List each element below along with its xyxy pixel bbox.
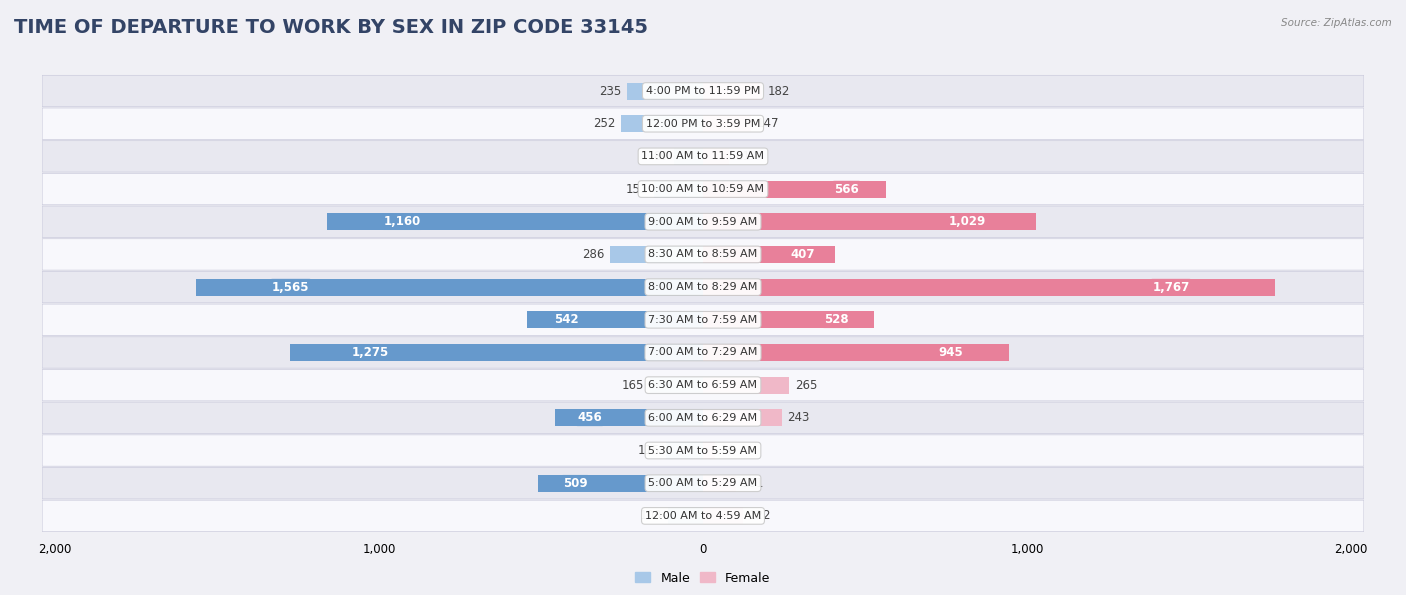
Bar: [703, 246, 835, 263]
Text: 407: 407: [790, 248, 815, 261]
Text: 9:00 AM to 9:59 AM: 9:00 AM to 9:59 AM: [648, 217, 758, 227]
Text: 1,029: 1,029: [949, 215, 987, 228]
Bar: [703, 115, 751, 132]
FancyBboxPatch shape: [42, 468, 1364, 499]
Legend: Male, Female: Male, Female: [630, 566, 776, 590]
FancyBboxPatch shape: [42, 304, 1364, 336]
Text: TIME OF DEPARTURE TO WORK BY SEX IN ZIP CODE 33145: TIME OF DEPARTURE TO WORK BY SEX IN ZIP …: [14, 18, 648, 37]
Text: 5:30 AM to 5:59 AM: 5:30 AM to 5:59 AM: [648, 446, 758, 456]
Bar: [650, 377, 703, 394]
Bar: [621, 115, 703, 132]
Bar: [703, 213, 1036, 230]
FancyBboxPatch shape: [42, 173, 1364, 205]
Text: 528: 528: [824, 314, 848, 326]
Bar: [328, 213, 703, 230]
Text: 235: 235: [599, 84, 621, 98]
Text: 6:30 AM to 6:59 AM: 6:30 AM to 6:59 AM: [648, 380, 758, 390]
Text: 6:00 AM to 6:29 AM: 6:00 AM to 6:29 AM: [648, 413, 758, 423]
Bar: [703, 344, 1010, 361]
Bar: [654, 180, 703, 198]
Bar: [195, 278, 703, 296]
Bar: [703, 180, 886, 198]
Text: 945: 945: [938, 346, 963, 359]
Bar: [666, 442, 703, 459]
Bar: [555, 409, 703, 427]
Text: 1,275: 1,275: [352, 346, 389, 359]
Text: Source: ZipAtlas.com: Source: ZipAtlas.com: [1281, 18, 1392, 28]
Text: 456: 456: [578, 411, 602, 424]
Text: 5:00 AM to 5:29 AM: 5:00 AM to 5:29 AM: [648, 478, 758, 488]
FancyBboxPatch shape: [42, 206, 1364, 237]
Text: 122: 122: [748, 509, 770, 522]
Text: 542: 542: [554, 314, 578, 326]
Text: 108: 108: [640, 509, 662, 522]
Text: 11:00 AM to 11:59 AM: 11:00 AM to 11:59 AM: [641, 151, 765, 161]
FancyBboxPatch shape: [42, 369, 1364, 401]
Bar: [703, 442, 714, 459]
Bar: [703, 377, 789, 394]
Text: 147: 147: [756, 117, 779, 130]
FancyBboxPatch shape: [42, 435, 1364, 466]
FancyBboxPatch shape: [42, 140, 1364, 172]
Bar: [703, 148, 730, 165]
Bar: [703, 311, 875, 328]
Text: 182: 182: [768, 84, 790, 98]
FancyBboxPatch shape: [42, 108, 1364, 139]
Text: 81: 81: [735, 150, 749, 163]
Text: 286: 286: [582, 248, 605, 261]
Text: 509: 509: [562, 477, 588, 490]
FancyBboxPatch shape: [42, 239, 1364, 270]
Text: 566: 566: [834, 183, 859, 196]
Text: 36: 36: [720, 444, 735, 457]
Text: 151: 151: [626, 183, 648, 196]
Text: 1,767: 1,767: [1153, 281, 1189, 293]
Text: 12:00 AM to 4:59 AM: 12:00 AM to 4:59 AM: [645, 511, 761, 521]
Text: 115: 115: [637, 444, 659, 457]
Text: 8:00 AM to 8:29 AM: 8:00 AM to 8:29 AM: [648, 282, 758, 292]
Bar: [703, 83, 762, 99]
Bar: [668, 508, 703, 524]
Text: 1,565: 1,565: [273, 281, 309, 293]
FancyBboxPatch shape: [42, 500, 1364, 531]
FancyBboxPatch shape: [42, 337, 1364, 368]
Text: 1,160: 1,160: [384, 215, 420, 228]
Bar: [627, 83, 703, 99]
Bar: [703, 278, 1275, 296]
Bar: [610, 246, 703, 263]
Text: 165: 165: [621, 378, 644, 392]
Text: 4:00 PM to 11:59 PM: 4:00 PM to 11:59 PM: [645, 86, 761, 96]
Text: 10:00 AM to 10:59 AM: 10:00 AM to 10:59 AM: [641, 184, 765, 194]
FancyBboxPatch shape: [42, 76, 1364, 107]
Text: 243: 243: [787, 411, 810, 424]
Text: 252: 252: [593, 117, 616, 130]
Text: 7:30 AM to 7:59 AM: 7:30 AM to 7:59 AM: [648, 315, 758, 325]
Text: 8:30 AM to 8:59 AM: 8:30 AM to 8:59 AM: [648, 249, 758, 259]
Text: 101: 101: [741, 477, 763, 490]
Bar: [703, 475, 735, 491]
Bar: [703, 508, 742, 524]
Text: 7:00 AM to 7:29 AM: 7:00 AM to 7:29 AM: [648, 347, 758, 358]
FancyBboxPatch shape: [42, 271, 1364, 303]
Text: 12:00 PM to 3:59 PM: 12:00 PM to 3:59 PM: [645, 118, 761, 129]
Text: 89: 89: [654, 150, 668, 163]
Bar: [290, 344, 703, 361]
Bar: [703, 409, 782, 427]
FancyBboxPatch shape: [42, 402, 1364, 434]
Bar: [673, 148, 703, 165]
Text: 265: 265: [794, 378, 817, 392]
Bar: [527, 311, 703, 328]
Bar: [538, 475, 703, 491]
